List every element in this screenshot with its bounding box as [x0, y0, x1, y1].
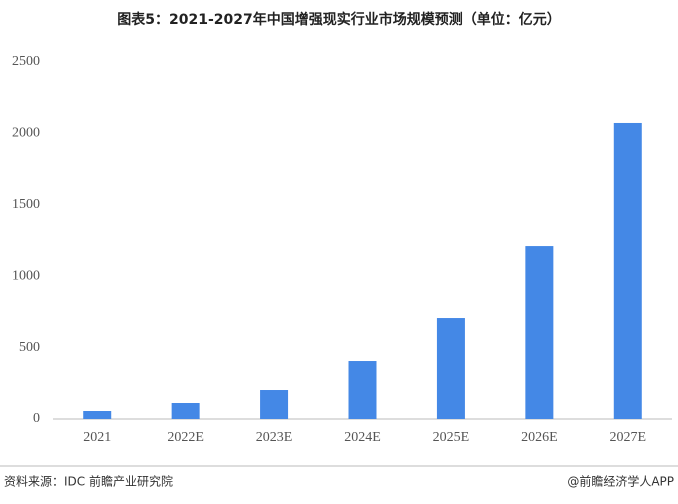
y-tick-label: 1500 [12, 197, 40, 212]
bar [436, 318, 465, 419]
bar [260, 390, 289, 419]
x-tick-label: 2021 [83, 430, 111, 445]
x-tick-label: 2023E [256, 430, 293, 445]
y-tick-label: 0 [33, 411, 40, 426]
bar [525, 246, 554, 419]
y-tick-label: 1000 [12, 268, 40, 283]
bar [83, 411, 112, 419]
x-tick-label: 2024E [344, 430, 381, 445]
bar [171, 403, 200, 419]
bar [613, 122, 642, 420]
x-tick-label: 2022E [167, 430, 204, 445]
y-tick-label: 2500 [12, 54, 40, 69]
credit: @前瞻经济学人APP [567, 474, 674, 489]
chart-title: 图表5：2021-2027年中国增强现实行业市场规模预测（单位：亿元） [117, 11, 560, 28]
x-tick-label: 2025E [433, 430, 470, 445]
y-tick-label: 2000 [12, 126, 40, 141]
source: 资料来源：IDC 前瞻产业研究院 [4, 474, 173, 489]
x-tick-label: 2027E [610, 430, 647, 445]
y-tick-label: 500 [19, 340, 40, 355]
x-tick-label: 2026E [521, 430, 558, 445]
bar [348, 361, 377, 419]
